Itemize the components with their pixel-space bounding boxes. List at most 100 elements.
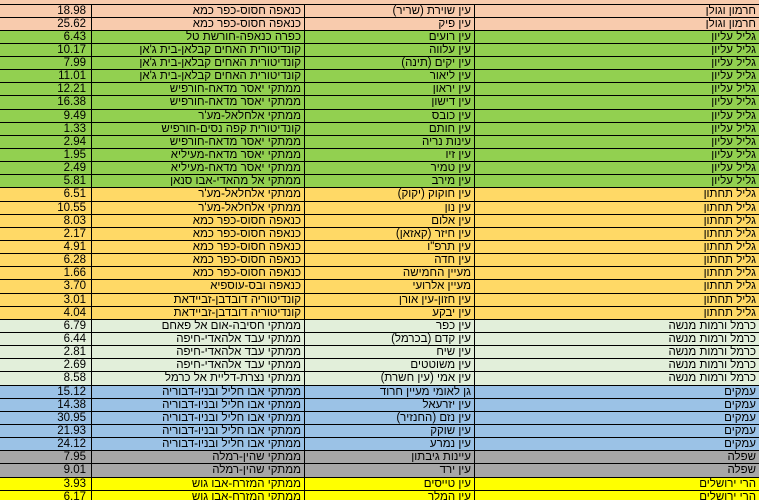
value-cell: 9.01 [0,464,92,477]
region-cell: הרי ירושלים [699,477,756,490]
supplier-cell: ממתקי אלחלאל-מע'ר [92,201,305,214]
location-cell: עין נזם (החנזיר) [305,411,475,424]
region-cell: גליל עליון [711,96,756,109]
value-cell: 3.93 [0,477,92,490]
value-cell: 6.28 [0,254,92,267]
table-row: גליל עליון עין יקים (תינה) קונדיטורית האחי… [0,57,759,71]
table-row: כרמל ורמות מנשה עין משוטטים ממתקי עבד אלהא… [0,359,759,373]
table-row: גליל עליון עין זיו ממתקי יאסר מדאח-מעיליא 1… [0,149,759,163]
table-row: גליל עליון עין רועים כפרה כנאפה-חורשת טל 6.… [0,30,759,44]
supplier-cell: ממתקי אבו חליל ובניו-דבוריה [92,385,305,398]
supplier-cell: ממתקי אל מהאדי-אבו סנאן [92,175,305,188]
table-row: גליל תחתון עין חוקוק (יקוק) ממתקי אלחלאל-מ… [0,188,759,202]
value-cell: 25.62 [0,17,92,30]
supplier-cell: קונדיטורית האחים קבלאן-בית ג'אן [92,57,305,70]
value-cell: 14.38 [0,398,92,411]
location-cell: עיינות גיבתון [305,451,475,464]
supplier-cell: כנאפה חסוס-כפר כמא [92,4,305,17]
region-cell: עמקים [724,385,756,398]
region-cell: גליל תחתון [703,241,756,254]
region-cell: גליל עליון [711,175,756,188]
region-cell: הרי ירושלים [699,490,756,500]
location-cell: עין נון [305,201,475,214]
value-cell: 24.12 [0,438,92,451]
region-cell: גליל עליון [711,43,756,56]
value-cell: 8.03 [0,214,92,227]
supplier-cell: קונדיטורית האחים קבלאן-בית ג'אן [92,43,305,57]
supplier-cell: כנאפה ובס-עוספיא [92,280,305,293]
location-cell: עין שוקק [305,424,475,438]
region-cell: גליל עליון [711,70,756,83]
table-row: כרמל ורמות מנשה עין קדם (בכרמל) ממתקי עבד … [0,333,759,347]
value-cell: 3.01 [0,293,92,306]
supplier-cell: ממתקי יאסר מדאח-מעיליא [92,162,305,175]
value-cell: 2.49 [0,162,92,175]
table-row: גליל עליון עינות נריה ממתקי יאסר מדאח-חורפ… [0,135,759,150]
region-cell: שפלה [727,451,756,464]
region-cell: גליל תחתון [703,201,756,214]
location-cell: עין שוירת (שריר) [305,4,475,17]
table-row: גליל תחתון מעיין אלרועי כנאפה ובס-עוספיא 3.… [0,280,759,294]
location-cell: עין יבקע [305,306,475,319]
region-cell: כרמל ורמות מנשה [668,346,756,359]
supplier-cell: ממתקי יאסר מדאח-חורפיש [92,96,305,109]
table-row: עמקים עין נמרע ממתקי אבו חליל ובניו-דבוריה… [0,438,759,452]
location-cell: עין חוקוק (יקוק) [305,188,475,201]
region-cell: גליל תחתון [703,227,756,240]
location-cell: עין משוטטים [305,359,475,372]
location-cell: מעיין אלרועי [305,280,475,293]
table-row: גליל עליון עין דישון ממתקי יאסר מדאח-חורפי… [0,96,759,110]
location-cell: עין חדה [305,254,475,267]
value-cell: 7.95 [0,451,92,464]
region-cell: גליל תחתון [703,188,756,201]
location-cell: עין מירב [305,175,475,188]
location-cell: גן לאומי מעיין חרוד [305,385,475,398]
table-row: עמקים עין יזרעאל ממתקי אבו חליל ובניו-דבור… [0,398,759,412]
value-cell: 4.04 [0,306,92,319]
location-cell: עין זיו [305,149,475,162]
table-row: כרמל ורמות מנשה עין שיח ממתקי עבד אלהאדי-ח… [0,346,759,360]
region-cell: גליל תחתון [703,306,756,319]
value-cell: 12.21 [0,83,92,96]
value-cell: 1.95 [0,149,92,162]
supplier-cell: ממתקי עבד אלהאדי-חיפה [92,346,305,359]
region-cell: כרמל ורמות מנשה [668,333,756,345]
supplier-cell: ממתקי אבו חליל ובניו-דבוריה [92,424,305,438]
region-cell: גליל עליון [711,149,756,162]
location-cell: עין פיק [305,17,475,30]
value-cell: 2.94 [0,135,92,149]
supplier-cell: קונדיטוריה דובדבן-זביידאת [92,293,305,306]
region-cell: עמקים [724,398,756,411]
table-row: גליל עליון עין חותם קונדיטורית קפה נסים-חו… [0,122,759,136]
table-row: גליל תחתון עין יבקע קונדיטוריה דובדבן-זביי… [0,306,759,320]
supplier-cell: קונדיטורית קפה נסים-חורפיש [92,122,305,135]
value-cell: 10.55 [0,201,92,214]
location-cell: עין אמי (עין חשרת) [305,372,475,385]
region-cell: גליל עליון [711,30,756,43]
table-row: הרי ירושלים עין טייסים ממתקי המזרח-אבו גוש… [0,477,759,491]
supplier-cell: ממתקי נצרת-דליית אל כרמל [92,372,305,385]
location-cell: עין ליאור [305,70,475,83]
region-cell: גליל תחתון [703,293,756,306]
value-cell: 7.99 [0,57,92,70]
table-row: גליל עליון עין טמיר ממתקי יאסר מדאח-מעיליא… [0,162,759,176]
location-cell: עין טמיר [305,162,475,175]
region-cell: חרמון וגולן [705,17,756,30]
supplier-cell: כנאפה חסוס-כפר כמא [92,17,305,30]
value-cell: 6.17 [0,490,92,500]
supplier-cell: ממתקי אבו חליל ובניו-דבוריה [92,398,305,411]
supplier-cell: ממתקי המזרח-אבו גוש [92,490,305,500]
region-cell: גליל עליון [711,83,756,96]
supplier-cell: ממתקי עבד אלהאדי-חיפה [92,333,305,346]
value-cell: 1.66 [0,267,92,280]
table-row: שפלה עין ירד ממתקי שהין-רמלה 9.01 [0,464,759,478]
supplier-cell: ממתקי יאסר מדאח-מעיליא [92,149,305,162]
value-cell: 4.91 [0,241,92,254]
supplier-cell: קונדיטוריה דובדבן-זביידאת [92,306,305,319]
table-row: גליל תחתון עין חזון-עין אורן קונדיטוריה דו… [0,293,759,307]
table-row: גליל עליון עין ליאור קונדיטורית האחים קבלא… [0,70,759,84]
location-cell: עין חיזר (קאזאן) [305,227,475,240]
supplier-cell: ממתקי שהין-רמלה [92,451,305,464]
location-cell: עין קדם (בכרמל) [305,333,475,346]
